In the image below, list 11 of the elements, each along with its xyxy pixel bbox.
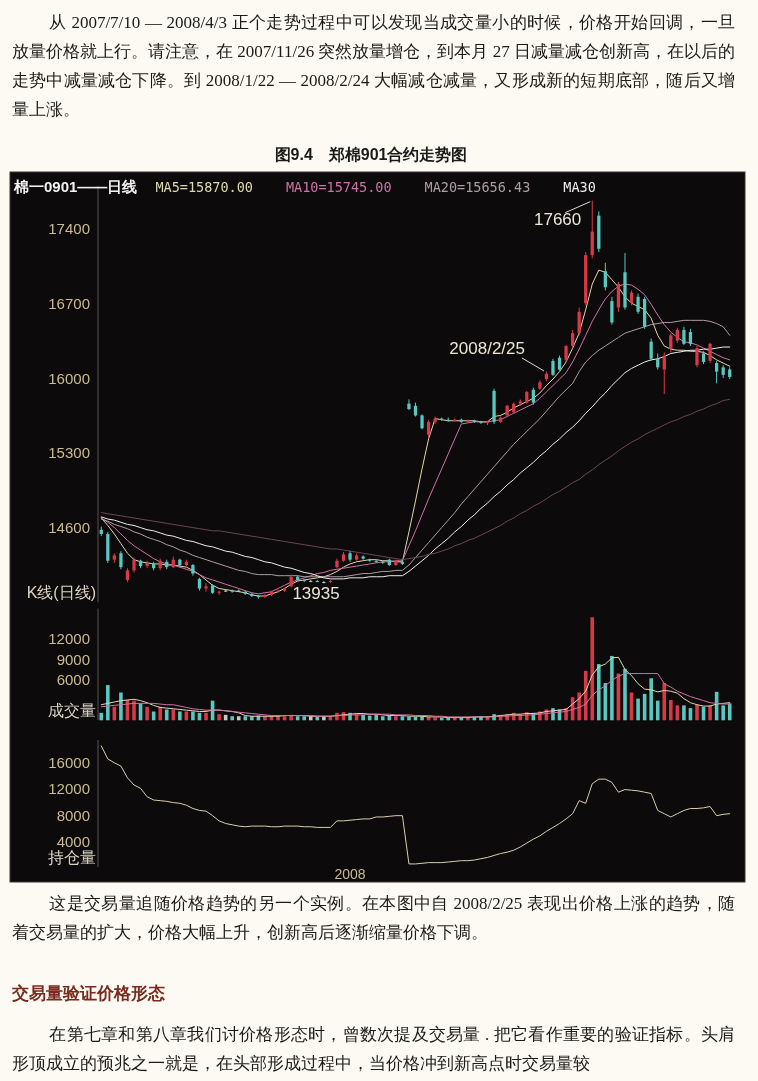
note: 这是交易量追随价格趋势的另一个实例。在本图中自 2008/2/25 表现出价格上涨的趋势，随着交易量的扩大，价格大幅上升，创新高后逐渐缩量价格下调。 bbox=[12, 893, 735, 944]
annotation: 2008/2/25 bbox=[449, 338, 525, 358]
title: 图9.4 郑棉901合约走势图 bbox=[274, 145, 468, 163]
annotation: 17660 bbox=[533, 210, 582, 230]
annotation: 2008/2/25 bbox=[449, 338, 545, 372]
note: 从 2007/7/10 — 2008/4/3 正个走势过程中可以发现当成交量小的时候，价格开始回调，一旦放量价格就上行。请注意，在 2007/11/26 突然放量增仓，到本月 27 日减量减仓创新高，在以后的走势中减量减仓下降。到 2008/1/22 — 2008/2/24 大幅减仓减量，又形成新的短期底部，随后又增量上涨。 bbox=[12, 12, 735, 121]
annotation: 17660 bbox=[533, 201, 591, 230]
heading: 交易量验证价格形态 bbox=[12, 983, 166, 1005]
annotation: 13935 bbox=[292, 584, 340, 604]
subtitle: 棉一0901——日线 bbox=[14, 178, 138, 196]
note: 在第七章和第八章我们讨价格形态时，曾数次提及交易量 . 把它看作重要的验证指标。头肩形顶成立的预兆之一就是，在头部形成过程中，当价格冲到新高点时交易量较 bbox=[12, 1024, 735, 1075]
